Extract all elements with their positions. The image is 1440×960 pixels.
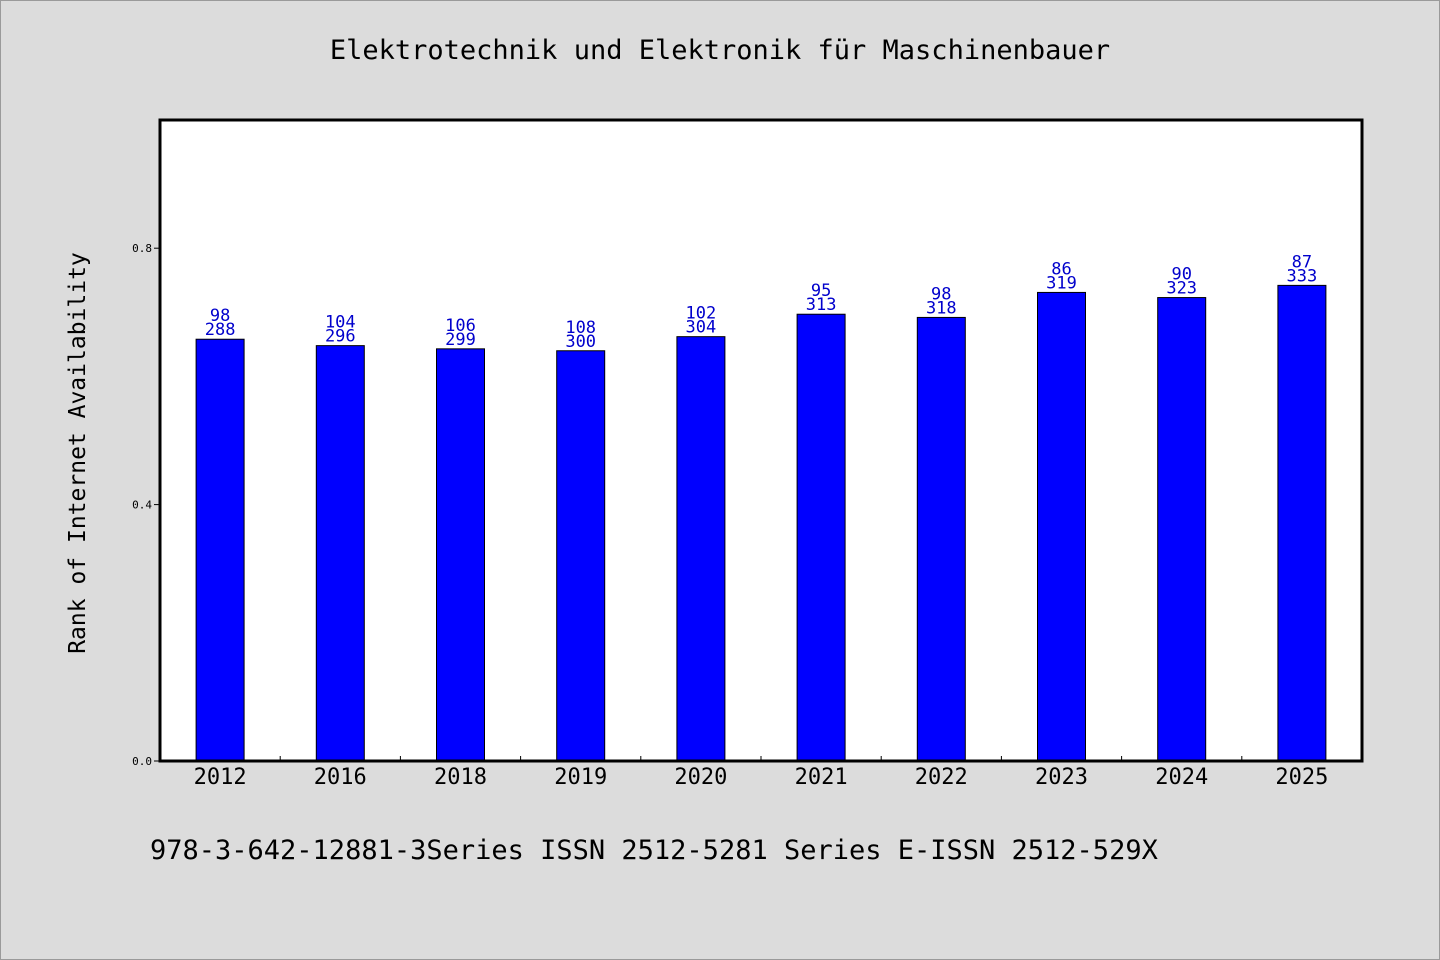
data-label-top: 98 [210,306,230,326]
bar [1277,284,1327,762]
x-tick-label: 2023 [1035,765,1088,790]
y-tick-label: 0.0 [132,755,152,768]
data-label-top: 86 [1051,259,1071,279]
x-tick-label: 2019 [554,765,607,790]
data-label-bottom: 288 [205,320,236,340]
bar [1037,291,1086,762]
x-tick-label: 2020 [674,765,727,790]
plot-frame [158,118,1364,763]
data-label-top: 102 [686,304,717,324]
data-label-bottom: 304 [686,318,717,338]
data-label-top: 95 [811,281,831,301]
bar [436,348,485,762]
data-label-bottom: 300 [565,332,596,352]
bar [556,350,606,762]
bar [796,313,846,762]
chart-title: Elektrotechnik und Elektronik für Maschi… [329,35,1111,66]
data-label-top: 98 [931,284,951,304]
y-tick-label: 0.4 [132,499,152,512]
data-label-top: 90 [1171,265,1191,285]
data-label-bottom: 318 [926,298,957,318]
bar [916,316,966,762]
x-tick-label: 2024 [1155,765,1208,790]
x-tick-label: 2021 [795,765,848,790]
data-label-bottom: 323 [1166,279,1197,299]
x-tick-label: 2016 [314,765,367,790]
footer-note: 978-3-642-12881-3Series ISSN 2512-5281 S… [150,835,1158,866]
bar [676,336,726,762]
bar [195,338,245,762]
data-label-bottom: 313 [806,295,837,315]
data-label-top: 108 [565,318,596,338]
x-tick-label: 2012 [194,765,247,790]
x-tick-label: 2025 [1275,765,1328,790]
data-label-top: 87 [1292,252,1312,272]
data-label-bottom: 333 [1287,266,1318,286]
data-label-bottom: 319 [1046,273,1077,293]
y-tick-label: 0.8 [132,242,152,255]
x-tick-label: 2022 [915,765,968,790]
data-label-top: 104 [325,313,356,333]
x-tick-label: 2018 [434,765,487,790]
data-label-bottom: 299 [445,330,476,350]
bar [315,345,365,762]
data-label-bottom: 296 [325,327,356,347]
data-label-top: 106 [445,316,476,336]
bar [1157,297,1207,762]
